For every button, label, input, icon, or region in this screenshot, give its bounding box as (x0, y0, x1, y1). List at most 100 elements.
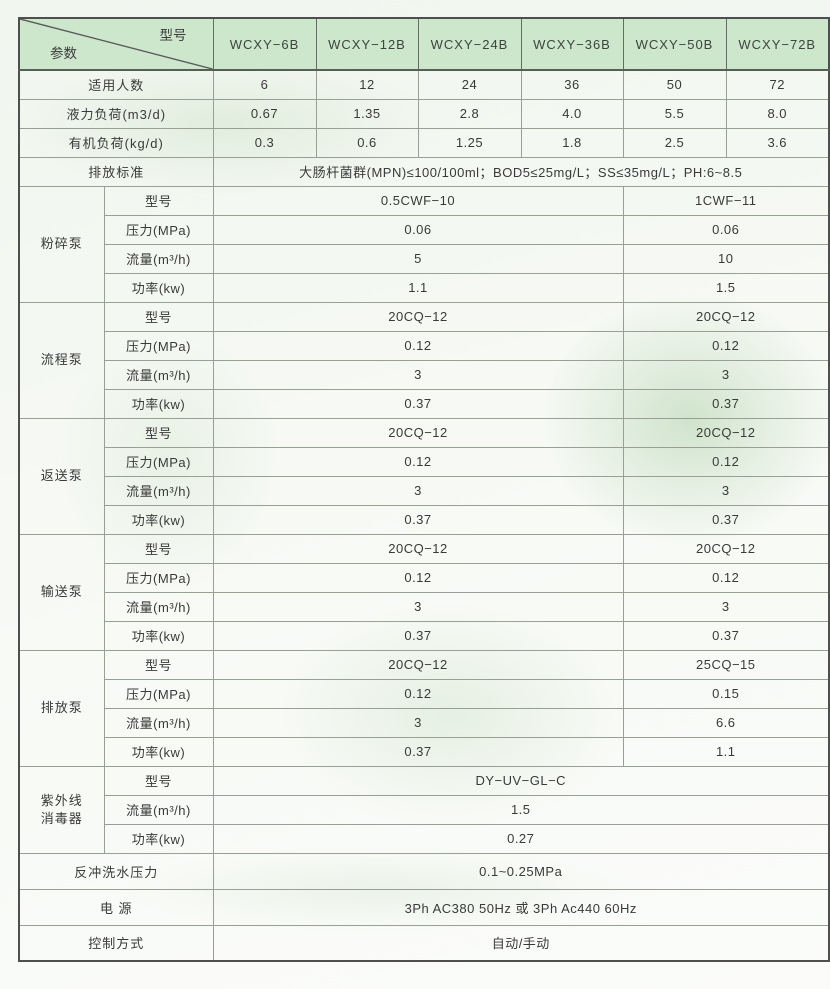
discharge-standard-row: 排放标准 大肠杆菌群(MPN)≤100/100ml；BOD5≤25mg/L；SS≤… (18, 156, 830, 187)
pump-value-right: 0.37 (622, 504, 830, 535)
pump-value-right: 0.06 (622, 214, 830, 245)
model-header: WCXY−12B (315, 17, 419, 71)
value-cell: 36 (520, 69, 624, 100)
value-cell: 24 (417, 69, 522, 100)
value-cell: 4.0 (520, 98, 624, 129)
pump-sub-label: 流量(m³/h) (103, 475, 214, 506)
pump-group-label: 排放泵 (18, 649, 105, 767)
pump-sub-label: 功率(kw) (103, 736, 214, 767)
pump-value-right: 1CWF−11 (622, 185, 830, 216)
pump-sub-label: 型号 (103, 649, 214, 680)
pump-row: 流程泵 型号 20CQ−12 20CQ−12 (18, 301, 830, 419)
diagonal-divider-line (20, 19, 213, 69)
pump-sub-label: 流量(m³/h) (103, 707, 214, 738)
pump-row: 压力(MPa) 0.06 0.06 (19, 214, 830, 245)
row-label: 适用人数 (18, 69, 214, 100)
pump-sub-label: 压力(MPa) (103, 446, 214, 477)
uv-row: 紫外线 消毒器 型号 DY−UV−GL−C (18, 765, 830, 854)
model-header: WCXY−72B (725, 17, 830, 71)
pump-row: 压力(MPa) 0.12 0.12 (19, 330, 830, 361)
pump-value-left: 0.12 (212, 330, 624, 361)
pump-row: 功率(kw) 1.1 1.5 (19, 272, 830, 303)
row-label: 排放标准 (18, 156, 214, 187)
pump-group-label: 流程泵 (18, 301, 105, 419)
model-header: WCXY−6B (212, 17, 317, 71)
bottom-row: 反冲洗水压力 0.1~0.25MPa (18, 852, 830, 890)
pump-sub-label: 型号 (103, 301, 214, 332)
value-cell: 1.25 (417, 127, 522, 158)
value-cell: 12 (315, 69, 419, 100)
pump-row: 功率(kw) 0.37 0.37 (19, 388, 830, 419)
pump-value-right: 1.1 (622, 736, 830, 767)
pump-value-left: 1.1 (212, 272, 624, 303)
pump-sub-label: 压力(MPa) (103, 330, 214, 361)
pump-value-right: 20CQ−12 (622, 301, 830, 332)
pump-row: 流量(m³/h) 3 3 (19, 475, 830, 506)
bottom-value: 自动/手动 (212, 924, 830, 962)
pump-value-right: 3 (622, 591, 830, 622)
pump-value-left: 20CQ−12 (212, 533, 624, 564)
pump-row: 排放泵 型号 20CQ−12 25CQ−15 (18, 649, 830, 767)
corner-label-parameter: 参数 (50, 46, 77, 61)
pump-row: 压力(MPa) 0.12 0.12 (19, 446, 830, 477)
pump-sub-label: 流量(m³/h) (103, 591, 214, 622)
pump-value-left: 0.12 (212, 562, 624, 593)
value-cell: 1.35 (315, 98, 419, 129)
pump-value-left: 0.37 (212, 504, 624, 535)
pump-value-right: 3 (622, 475, 830, 506)
uv-sub-label: 功率(kw) (103, 823, 214, 854)
bottom-value: 3Ph AC380 50Hz 或 3Ph Ac440 60Hz (212, 888, 830, 926)
row-label: 有机负荷(kg/d) (18, 127, 214, 158)
value-cell: 50 (622, 69, 727, 100)
pump-value-left: 3 (212, 475, 624, 506)
pump-row: 功率(kw) 0.37 1.1 (19, 736, 830, 767)
pump-value-right: 10 (622, 243, 830, 274)
pump-group-label: 粉碎泵 (18, 185, 105, 303)
model-header: WCXY−24B (417, 17, 522, 71)
model-header: WCXY−36B (520, 17, 624, 71)
pump-sub-label: 功率(kw) (103, 620, 214, 651)
row-label: 液力负荷(m3/d) (18, 98, 214, 129)
pump-sub-label: 功率(kw) (103, 272, 214, 303)
pump-row: 粉碎泵 型号 0.5CWF−10 1CWF−11 (18, 185, 830, 303)
value-cell: 0.3 (212, 127, 317, 158)
uv-value: 1.5 (212, 794, 830, 825)
pump-value-left: 0.12 (212, 446, 624, 477)
uv-group-label: 紫外线 消毒器 (18, 765, 105, 854)
pump-sub-label: 型号 (103, 185, 214, 216)
param-row: 液力负荷(m3/d) 0.67 1.35 2.8 4.0 5.5 8.0 (18, 98, 830, 129)
pump-sub-label: 压力(MPa) (103, 562, 214, 593)
pump-value-left: 3 (212, 707, 624, 738)
pump-sub-label: 压力(MPa) (103, 678, 214, 709)
pump-value-right: 6.6 (622, 707, 830, 738)
discharge-standard-value: 大肠杆菌群(MPN)≤100/100ml；BOD5≤25mg/L；SS≤35mg… (212, 156, 830, 187)
value-cell: 3.6 (725, 127, 830, 158)
pump-value-right: 0.12 (622, 446, 830, 477)
uv-sub-label: 流量(m³/h) (103, 794, 214, 825)
value-cell: 5.5 (622, 98, 727, 129)
pump-sub-label: 流量(m³/h) (103, 359, 214, 390)
row-label: 控制方式 (18, 924, 214, 962)
pump-value-right: 3 (622, 359, 830, 390)
row-label: 反冲洗水压力 (18, 852, 214, 890)
pump-value-left: 0.37 (212, 736, 624, 767)
pump-row: 流量(m³/h) 3 6.6 (19, 707, 830, 738)
value-cell: 1.8 (520, 127, 624, 158)
uv-row: 流量(m³/h) 1.5 (19, 794, 830, 825)
model-header: WCXY−50B (622, 17, 727, 71)
pump-value-left: 0.12 (212, 678, 624, 709)
spec-table: 型号 参数 WCXY−6B WCXY−12B WCXY−24B WCXY−36B WCXY−… (18, 17, 830, 962)
pump-sub-label: 功率(kw) (103, 504, 214, 535)
uv-row: 功率(kw) 0.27 (19, 823, 830, 854)
pump-group-label: 返送泵 (18, 417, 105, 535)
bottom-row: 电 源 3Ph AC380 50Hz 或 3Ph Ac440 60Hz (18, 888, 830, 926)
pump-row: 功率(kw) 0.37 0.37 (19, 620, 830, 651)
pump-value-right: 20CQ−12 (622, 417, 830, 448)
param-row: 有机负荷(kg/d) 0.3 0.6 1.25 1.8 2.5 3.6 (18, 127, 830, 158)
uv-value: DY−UV−GL−C (212, 765, 830, 796)
bottom-row: 控制方式 自动/手动 (18, 924, 830, 962)
pump-value-left: 20CQ−12 (212, 649, 624, 680)
value-cell: 72 (725, 69, 830, 100)
row-label: 电 源 (18, 888, 214, 926)
